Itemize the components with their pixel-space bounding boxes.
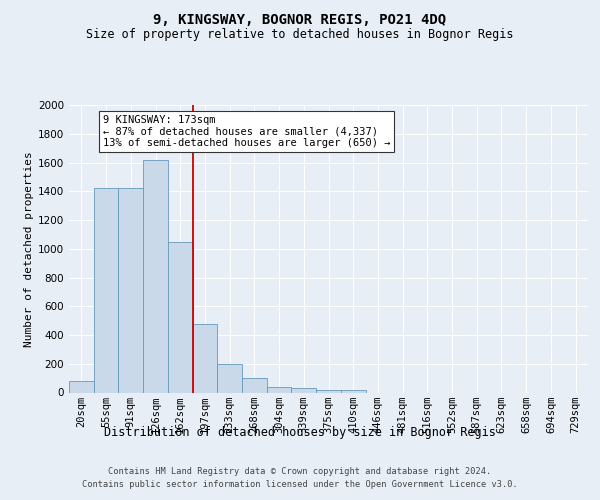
Bar — [168, 242, 193, 392]
Text: 9 KINGSWAY: 173sqm
← 87% of detached houses are smaller (4,337)
13% of semi-deta: 9 KINGSWAY: 173sqm ← 87% of detached hou… — [103, 115, 390, 148]
Text: 9, KINGSWAY, BOGNOR REGIS, PO21 4DQ: 9, KINGSWAY, BOGNOR REGIS, PO21 4DQ — [154, 12, 446, 26]
Y-axis label: Number of detached properties: Number of detached properties — [24, 151, 34, 346]
Bar — [143, 160, 168, 392]
Bar — [316, 390, 341, 392]
Bar — [267, 387, 292, 392]
Bar — [217, 364, 242, 392]
Text: Contains public sector information licensed under the Open Government Licence v3: Contains public sector information licen… — [82, 480, 518, 489]
Text: Size of property relative to detached houses in Bognor Regis: Size of property relative to detached ho… — [86, 28, 514, 41]
Bar — [69, 381, 94, 392]
Bar — [292, 388, 316, 392]
Text: Distribution of detached houses by size in Bognor Regis: Distribution of detached houses by size … — [104, 426, 496, 439]
Bar — [94, 188, 118, 392]
Bar — [341, 390, 365, 392]
Bar — [118, 188, 143, 392]
Bar — [193, 324, 217, 392]
Bar — [242, 378, 267, 392]
Text: Contains HM Land Registry data © Crown copyright and database right 2024.: Contains HM Land Registry data © Crown c… — [109, 468, 491, 476]
